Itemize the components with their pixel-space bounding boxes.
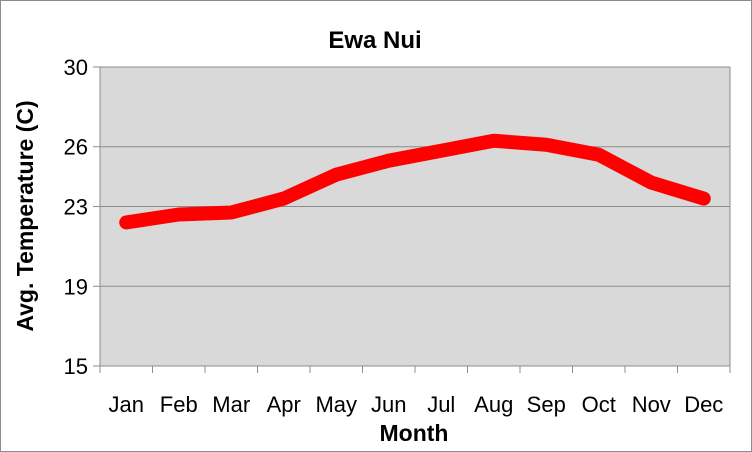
data-point-oct: [596, 152, 601, 157]
x-tick-label: Sep: [527, 392, 566, 417]
x-tick-label: Feb: [160, 392, 198, 417]
data-point-may: [334, 172, 339, 177]
x-tick-label: Apr: [267, 392, 301, 417]
x-tick-label: Aug: [474, 392, 513, 417]
y-tick-label: 26: [64, 135, 88, 160]
x-axis-title: Month: [380, 420, 449, 446]
data-point-dec: [701, 196, 706, 201]
data-point-mar: [229, 210, 234, 215]
data-point-jul: [439, 148, 444, 153]
y-tick-label: 23: [64, 195, 88, 220]
y-tick-label: 15: [64, 354, 88, 379]
data-point-apr: [281, 196, 286, 201]
x-tick-label: Jul: [427, 392, 455, 417]
x-tick-label: Mar: [212, 392, 250, 417]
series-line: [119, 133, 711, 230]
data-point-aug: [491, 138, 496, 143]
x-tick-label: Jun: [371, 392, 406, 417]
data-point-sep: [544, 142, 549, 147]
y-axis-title: Avg. Temperature (C): [12, 100, 38, 331]
x-tick-label: Dec: [684, 392, 723, 417]
y-tick-label: 30: [64, 55, 88, 80]
x-axis-ticks: Jan Feb Mar Apr May Jun Jul Aug Sep Oct Nov Dec: [99, 366, 731, 417]
chart-title: Ewa Nui: [328, 27, 421, 54]
x-tick-label: Jan: [109, 392, 144, 417]
y-axis-ticks: 15 19 23 26 30: [64, 55, 100, 379]
data-point-jun: [386, 158, 391, 163]
data-point-nov: [649, 180, 654, 185]
x-tick-label: May: [315, 392, 357, 417]
x-tick-label: Nov: [632, 392, 671, 417]
data-point-jan: [124, 220, 129, 225]
data-point-feb: [176, 212, 181, 217]
series-group: [119, 133, 711, 230]
x-tick-label: Oct: [582, 392, 616, 417]
y-tick-label: 19: [64, 274, 88, 299]
